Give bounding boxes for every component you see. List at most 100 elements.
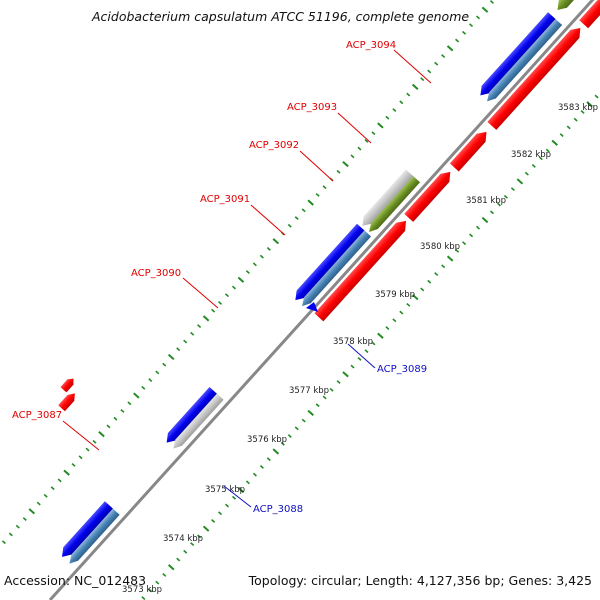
- gene-label-acp3091[interactable]: ACP_3091: [200, 194, 250, 205]
- scale-tick: [280, 441, 285, 446]
- cds-acp3093[interactable]: [487, 24, 584, 130]
- scale-tick: [342, 160, 349, 168]
- rna-acp3091[interactable]: [366, 176, 421, 235]
- scale-tick: [315, 403, 320, 408]
- gene-label-group-acp3093[interactable]: ACP_3093: [287, 102, 372, 144]
- cds-acp3088[interactable]: [163, 386, 218, 446]
- cds-acp3093-steel[interactable]: [484, 18, 563, 104]
- scale-tick: [272, 448, 280, 455]
- scale-tick: [63, 469, 70, 476]
- scale-tick: [85, 447, 90, 452]
- cds-acp3090-steel[interactable]: [299, 230, 372, 309]
- gene-label-acp3090[interactable]: ACP_3090: [131, 268, 181, 279]
- scale-tick: [259, 464, 264, 469]
- leader-line: [62, 420, 100, 451]
- scale-tick: [441, 54, 446, 58]
- scale-tick: [141, 596, 146, 600]
- scale-tick: [412, 294, 419, 301]
- cds-acp3091[interactable]: [404, 168, 454, 222]
- scale-ticks-outer: [0, 0, 494, 552]
- scale-tick: [307, 409, 314, 416]
- scale-tick: [538, 156, 543, 161]
- scale-tick: [197, 534, 202, 539]
- scale-tick: [211, 519, 216, 523]
- cds-reverse-3573[interactable]: [58, 501, 113, 560]
- scale-tick: [148, 378, 153, 383]
- scale-tick: [294, 426, 299, 431]
- cds-acp3087-b[interactable]: [60, 376, 76, 393]
- scale-tick: [446, 255, 454, 262]
- scale-tick: [322, 185, 327, 190]
- scale-tick: [427, 279, 432, 284]
- scale-tick: [489, 210, 495, 215]
- gene-label-group-acp3089[interactable]: ACP_3089: [347, 343, 427, 375]
- scale-tick: [516, 178, 524, 185]
- scale-tick: [580, 110, 585, 114]
- scale-tick: [162, 573, 167, 577]
- scale-tick: [245, 480, 250, 485]
- scale-tick: [183, 339, 188, 344]
- scale-tick: [155, 370, 160, 375]
- gene-label-group-acp3094[interactable]: ACP_3094: [346, 40, 432, 84]
- scale-tick: [315, 192, 320, 197]
- scale-tick: [211, 308, 216, 313]
- scale-tick: [586, 101, 593, 108]
- scale-tick: [301, 208, 306, 213]
- scale-tick: [551, 139, 559, 146]
- scale-label-3573: 3573 kbp: [122, 585, 162, 595]
- gene-label-group-acp3091[interactable]: ACP_3091: [200, 194, 286, 236]
- cds-acp3092[interactable]: [449, 128, 491, 172]
- scale-tick: [231, 495, 237, 500]
- gene-label-group-acp3092[interactable]: ACP_3092: [249, 140, 334, 182]
- cds-acp3094[interactable]: [579, 0, 600, 29]
- cds-acp3087-a[interactable]: [58, 390, 78, 412]
- scale-label-3578: 3578 kbp: [333, 337, 373, 347]
- cds-acp3090-fwd[interactable]: [314, 217, 410, 322]
- cds-reverse-steel-3573[interactable]: [66, 508, 120, 567]
- scale-label-3580: 3580 kbp: [420, 242, 460, 252]
- scale-tick: [434, 61, 439, 66]
- scale-tick: [28, 508, 36, 515]
- pseudo-acp3091[interactable]: [358, 169, 415, 230]
- gene-label-group-acp3090[interactable]: ACP_3090: [131, 268, 219, 309]
- scale-tick: [287, 223, 292, 228]
- scale-tick: [202, 525, 210, 532]
- rna-acp3094[interactable]: [553, 0, 590, 14]
- scale-tick: [411, 83, 419, 90]
- gene-label-acp3087[interactable]: ACP_3087: [12, 410, 62, 421]
- scale-tick: [594, 94, 599, 99]
- scale-tick: [531, 164, 536, 168]
- gene-label-group-acp3087[interactable]: ACP_3087: [12, 410, 100, 451]
- scale-tick: [190, 542, 195, 547]
- scale-tick: [245, 270, 250, 275]
- scale-label-3577: 3577 kbp: [289, 386, 329, 396]
- scale-tick: [167, 353, 175, 361]
- scale-tick: [406, 92, 411, 97]
- gene-label-acp3088[interactable]: ACP_3088: [253, 504, 303, 515]
- scale-tick: [266, 457, 271, 462]
- gene-label-acp3093[interactable]: ACP_3093: [287, 102, 337, 113]
- scale-tick: [92, 439, 97, 444]
- cds-acp3090[interactable]: [291, 223, 366, 304]
- gene-label-acp3094[interactable]: ACP_3094: [346, 40, 396, 51]
- leader-line: [182, 277, 219, 309]
- scale-tick: [336, 380, 341, 384]
- scale-tick: [510, 187, 515, 192]
- pseudo-acp3088[interactable]: [170, 393, 224, 452]
- gene-label-acp3089[interactable]: ACP_3089: [377, 364, 427, 375]
- gene-label-group-acp3088[interactable]: ACP_3088: [223, 485, 303, 515]
- scale-tick: [133, 392, 140, 399]
- leader-line: [250, 204, 286, 236]
- scale-tick: [43, 493, 48, 498]
- scale-label-3583: 3583 kbp: [558, 103, 598, 113]
- scale-tick: [481, 216, 489, 224]
- cds-acp3089[interactable]: [306, 302, 318, 312]
- scale-ticks-inner: [141, 94, 599, 600]
- cds-acp3093-rev[interactable]: [476, 12, 557, 99]
- scale-tick: [566, 125, 571, 130]
- leader-line: [393, 49, 432, 84]
- gene-label-acp3092[interactable]: ACP_3092: [249, 140, 299, 151]
- gene-labels: ACP_3094 ACP_3093 ACP_3092 ACP_3091 ACP_…: [12, 40, 432, 515]
- scale-labels: 3583 kbp 3582 kbp 3581 kbp 3580 kbp 3579…: [122, 103, 598, 595]
- scale-tick: [190, 331, 195, 336]
